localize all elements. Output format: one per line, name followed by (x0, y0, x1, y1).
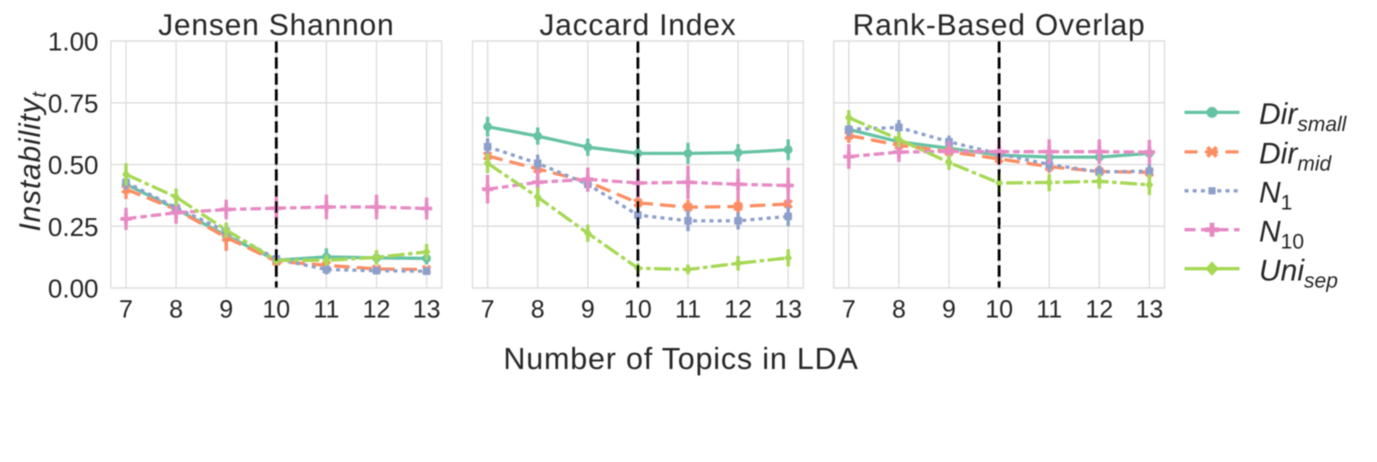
svg-text:13: 13 (413, 296, 441, 324)
svg-text:12: 12 (363, 296, 391, 324)
svg-text:11: 11 (675, 296, 701, 324)
svg-text:12: 12 (1085, 296, 1113, 324)
svg-text:10: 10 (985, 296, 1013, 324)
svg-text:Jaccard Index: Jaccard Index (539, 9, 736, 42)
svg-text:9: 9 (219, 296, 233, 324)
svg-text:Number of Topics in LDA: Number of Topics in LDA (503, 342, 858, 376)
svg-text:13: 13 (774, 296, 802, 324)
svg-text:11: 11 (313, 296, 339, 324)
svg-text:0.75: 0.75 (48, 88, 99, 118)
svg-text:11: 11 (1036, 296, 1062, 324)
svg-text:Jensen Shannon: Jensen Shannon (158, 9, 394, 42)
svg-text:0.50: 0.50 (48, 150, 99, 180)
svg-text:12: 12 (724, 296, 752, 324)
svg-text:0.25: 0.25 (48, 212, 99, 242)
svg-text:7: 7 (119, 296, 133, 324)
svg-text:8: 8 (169, 296, 183, 324)
svg-text:9: 9 (581, 296, 595, 324)
svg-text:10: 10 (262, 296, 290, 324)
svg-text:8: 8 (531, 296, 545, 324)
svg-text:Rank-Based Overlap: Rank-Based Overlap (853, 9, 1146, 42)
svg-text:7: 7 (481, 296, 495, 324)
svg-text:8: 8 (892, 296, 906, 324)
svg-text:9: 9 (942, 296, 956, 324)
svg-text:1.00: 1.00 (48, 27, 99, 57)
svg-text:7: 7 (842, 296, 856, 324)
svg-text:Instabilityt: Instabilityt (14, 91, 51, 232)
svg-text:0.00: 0.00 (48, 274, 99, 304)
svg-text:13: 13 (1135, 296, 1163, 324)
svg-text:10: 10 (624, 296, 652, 324)
